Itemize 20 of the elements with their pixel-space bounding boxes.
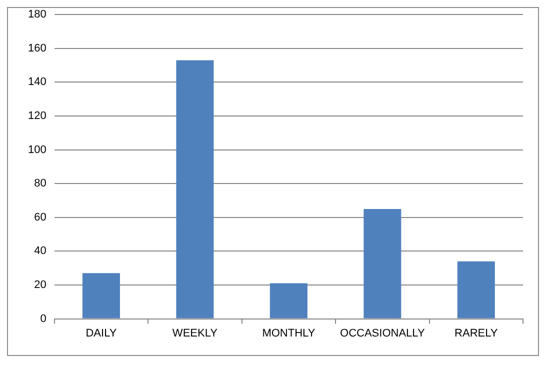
y-tick-label: 20 (34, 279, 46, 292)
x-tick-label: OCCASIONALLY (340, 327, 426, 340)
bar (457, 261, 495, 318)
bar (176, 60, 214, 318)
y-tick-label: 140 (28, 76, 46, 88)
y-tick-label: 180 (28, 8, 46, 21)
y-tick-label: 0 (40, 312, 46, 325)
bar (364, 208, 402, 318)
y-tick-label: 120 (28, 110, 46, 122)
bar (82, 273, 120, 318)
bar (270, 283, 308, 318)
y-tick-label: 40 (34, 245, 46, 258)
x-tick-label: MONTHLY (262, 327, 316, 340)
x-tick-label: RARELY (454, 327, 498, 340)
y-tick-label: 60 (34, 211, 46, 224)
y-tick-label: 80 (34, 178, 46, 190)
x-tick-label: DAILY (86, 327, 118, 340)
y-tick-label: 160 (28, 42, 46, 54)
y-tick-label: 100 (28, 144, 46, 156)
x-tick-label: WEEKLY (172, 327, 218, 340)
